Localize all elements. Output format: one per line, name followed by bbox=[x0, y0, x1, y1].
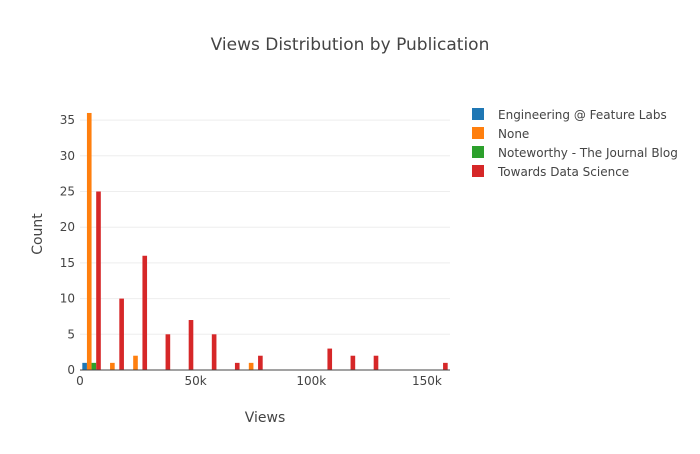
bar[interactable] bbox=[133, 355, 138, 370]
x-tick-label: 150k bbox=[412, 374, 442, 388]
bar[interactable] bbox=[82, 362, 87, 370]
y-tick-label: 15 bbox=[60, 256, 75, 270]
bar[interactable] bbox=[327, 348, 333, 370]
bar[interactable] bbox=[234, 362, 240, 370]
legend-item[interactable]: Noteworthy - The Journal Blog bbox=[472, 146, 678, 160]
bar[interactable] bbox=[86, 112, 92, 371]
legend-swatch bbox=[472, 165, 484, 177]
bar[interactable] bbox=[258, 355, 263, 370]
y-tick-label: 10 bbox=[60, 292, 75, 306]
bar[interactable] bbox=[373, 355, 379, 370]
legend-swatch bbox=[472, 127, 484, 139]
legend-label: None bbox=[498, 127, 529, 141]
bar[interactable] bbox=[188, 320, 194, 370]
legend-item[interactable]: Engineering @ Feature Labs bbox=[472, 108, 667, 122]
bar[interactable] bbox=[211, 334, 217, 370]
y-tick-label: 0 bbox=[67, 363, 75, 377]
legend-item[interactable]: None bbox=[472, 127, 529, 141]
y-tick-label: 5 bbox=[67, 327, 75, 341]
legend-label: Noteworthy - The Journal Blog bbox=[498, 146, 678, 160]
bar[interactable] bbox=[96, 191, 101, 371]
bar[interactable] bbox=[443, 362, 448, 370]
y-tick-label: 35 bbox=[60, 113, 75, 127]
x-tick-label: 0 bbox=[76, 374, 84, 388]
chart-title: Views Distribution by Publication bbox=[211, 35, 490, 55]
legend-label: Towards Data Science bbox=[497, 165, 629, 179]
bars-group bbox=[82, 112, 448, 371]
bar[interactable] bbox=[248, 362, 254, 370]
bar[interactable] bbox=[91, 362, 97, 370]
legend-swatch bbox=[472, 108, 484, 120]
legend-swatch bbox=[472, 146, 484, 158]
x-axis-label: Views bbox=[245, 410, 286, 426]
legend: Engineering @ Feature Labs None Noteworthy… bbox=[472, 108, 678, 179]
x-tick-label: 50k bbox=[185, 374, 207, 388]
y-axis-label: Count bbox=[30, 213, 46, 255]
bar[interactable] bbox=[165, 334, 171, 370]
y-tick-label: 25 bbox=[60, 185, 75, 199]
axes-group: 0 5 10 15 20 25 30 35 0 50k 100k 150k bbox=[60, 113, 450, 388]
bar[interactable] bbox=[350, 355, 356, 370]
bar[interactable] bbox=[142, 255, 148, 370]
bar[interactable] bbox=[110, 362, 115, 370]
x-tick-label: 100k bbox=[296, 374, 326, 388]
bar[interactable] bbox=[119, 298, 124, 370]
y-tick-label: 30 bbox=[60, 149, 75, 163]
grid-lines bbox=[80, 119, 450, 335]
legend-label: Engineering @ Feature Labs bbox=[498, 108, 667, 122]
legend-item[interactable]: Towards Data Science bbox=[472, 165, 629, 179]
y-tick-label: 20 bbox=[60, 220, 75, 234]
